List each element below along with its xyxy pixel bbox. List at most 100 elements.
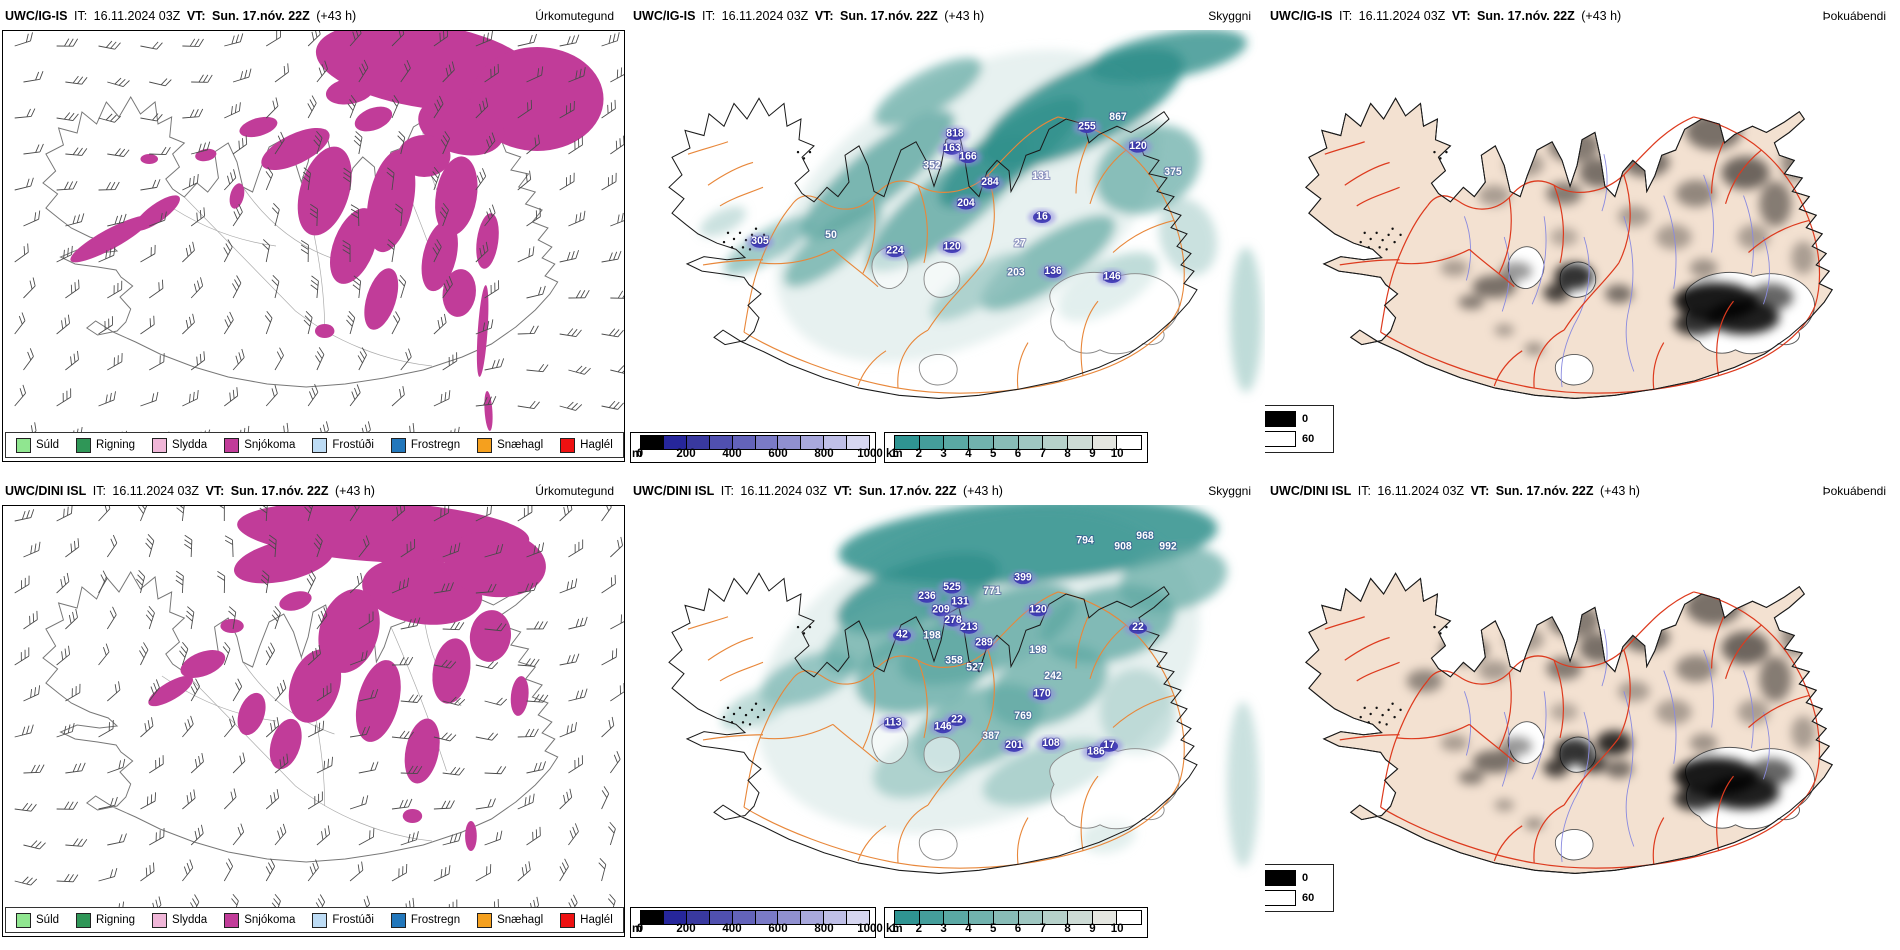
product-label: Þokuábendi: [1822, 484, 1886, 498]
legend-swatch: [152, 912, 168, 928]
svg-text:867: 867: [1109, 111, 1127, 123]
precip-map-frame: Súld Rigning Slydda Snjókoma Frostúði Frostre…: [2, 505, 625, 937]
visibility-scale-km: km 1 2 3 4 5 6 7 8 9 10: [884, 432, 1148, 463]
visibility-map-area: 305 50 224 352 818 163 166 284 204 120 131 16 27 255 8…: [628, 30, 1265, 475]
svg-text:375: 375: [1164, 166, 1182, 178]
svg-text:204: 204: [957, 197, 975, 209]
legend-label: Snjókoma: [244, 439, 296, 451]
precip-type-legend: Súld Rigning Slydda Snjókoma Frostúði Frostre…: [5, 907, 624, 933]
visibility-map-area: 794 908 968 992 525 771 399 236 131 209 278 213 198 4…: [628, 505, 1265, 950]
fog-legend-row: 60: [1265, 431, 1328, 447]
legend-item: Frostúði: [312, 437, 374, 453]
svg-text:818: 818: [946, 127, 964, 139]
fog-legend-row: 0: [1265, 411, 1328, 427]
svg-text:908: 908: [1114, 540, 1132, 552]
fog-legend-label: 0: [1302, 872, 1309, 884]
legend-item: Snjókoma: [224, 437, 296, 453]
legend-label: Frostúði: [332, 439, 374, 451]
visibility-colorbars: m 0 200 400 600 800 1000 km 1 2 3 4 5 6 7 8 9 10: [630, 432, 1148, 463]
svg-text:131: 131: [951, 595, 969, 607]
legend-label: Rigning: [96, 914, 136, 926]
legend-label: Slydda: [172, 914, 208, 926]
legend-swatch: [76, 912, 92, 928]
legend-item: Súld: [16, 912, 60, 928]
svg-text:399: 399: [1014, 571, 1032, 583]
fog-legend-swatch: [1265, 411, 1296, 427]
legend-swatch: [312, 437, 328, 453]
fog-map: [1305, 97, 1833, 399]
svg-text:255: 255: [1078, 120, 1096, 132]
svg-text:120: 120: [1129, 140, 1147, 152]
panel-dini-fog: UWC/DINI ISL IT: 16.11.2024 03Z VT: Sun.…: [1265, 475, 1900, 950]
svg-text:22: 22: [951, 713, 963, 725]
svg-text:278: 278: [944, 614, 962, 626]
precip-map: [14, 506, 624, 921]
svg-text:170: 170: [1033, 687, 1051, 699]
svg-text:198: 198: [1029, 644, 1047, 656]
svg-text:525: 525: [943, 581, 961, 593]
fog-legend-swatch: [1265, 431, 1296, 447]
legend-swatch: [312, 912, 328, 928]
legend-item: Súld: [16, 437, 59, 453]
svg-text:163: 163: [943, 142, 961, 154]
svg-text:201: 201: [1005, 739, 1023, 751]
panel-title: UWC/IG-IS IT: 16.11.2024 03Z VT: Sun. 17…: [5, 9, 357, 23]
svg-text:22: 22: [1132, 621, 1144, 633]
legend-swatch: [390, 437, 406, 453]
svg-text:113: 113: [885, 716, 902, 728]
svg-text:289: 289: [975, 637, 993, 649]
legend-label: Frostregn: [410, 914, 461, 926]
legend-item: Snæhagl: [477, 912, 543, 928]
svg-text:968: 968: [1136, 530, 1154, 542]
model-name: UWC/DINI ISL: [5, 484, 87, 498]
svg-text:352: 352: [923, 160, 941, 172]
model-name: UWC/IG-IS: [5, 9, 68, 23]
fog-legend-swatch: [1265, 870, 1296, 886]
visibility-colorbars: m 0 200 400 600 800 1000 km 1 2 3 4 5 6 7 8 9 10: [630, 907, 1148, 938]
legend-item: Frostúði: [312, 912, 374, 928]
svg-text:16: 16: [1036, 210, 1048, 222]
fog-map-area: 0 60: [1265, 30, 1900, 475]
fog-duration-legend: 0 60: [1265, 864, 1334, 912]
fog-legend-label: 0: [1302, 413, 1309, 425]
legend-swatch: [224, 437, 240, 453]
svg-text:305: 305: [751, 235, 769, 247]
svg-text:186: 186: [1087, 745, 1105, 757]
legend-item: Snjókoma: [224, 912, 295, 928]
panel-title: UWC/IG-IS IT: 16.11.2024 03Z VT: Sun. 17…: [633, 9, 985, 23]
panel-title: UWC/DINI ISL IT: 16.11.2024 03Z VT: Sun.…: [633, 484, 1003, 498]
fog-map-area: 0 60: [1265, 505, 1900, 950]
legend-swatch: [16, 912, 31, 928]
panel-title: UWC/IG-IS IT: 16.11.2024 03Z VT: Sun. 17…: [1270, 9, 1622, 23]
legend-label: Haglél: [580, 439, 613, 451]
svg-text:27: 27: [1014, 237, 1026, 249]
svg-text:131: 131: [1032, 170, 1050, 182]
svg-text:198: 198: [923, 629, 941, 641]
legend-item: Slydda: [152, 912, 208, 928]
svg-text:236: 236: [918, 590, 936, 602]
svg-text:213: 213: [960, 621, 978, 633]
svg-text:108: 108: [1042, 737, 1060, 749]
svg-text:771: 771: [983, 585, 1001, 597]
panel-igis-visibility: UWC/IG-IS IT: 16.11.2024 03Z VT: Sun. 17…: [628, 0, 1265, 475]
panel-dini-precip: UWC/DINI ISL IT: 16.11.2024 03Z VT: Sun.…: [0, 475, 628, 950]
legend-item: Rigning: [76, 912, 136, 928]
legend-swatch: [560, 912, 576, 928]
panel-igis-fog: UWC/IG-IS IT: 16.11.2024 03Z VT: Sun. 17…: [1265, 0, 1900, 475]
fog-legend-label: 60: [1302, 892, 1315, 904]
fog-duration-legend: 0 60: [1265, 405, 1334, 453]
panel-header: UWC/DINI ISL IT: 16.11.2024 03Z VT: Sun.…: [628, 484, 1265, 503]
legend-swatch: [477, 437, 493, 453]
svg-text:203: 203: [1007, 266, 1025, 278]
product-label: Úrkomutegund: [535, 9, 614, 23]
product-label: Úrkomutegund: [535, 484, 614, 498]
svg-text:17: 17: [1103, 739, 1115, 751]
legend-swatch: [152, 437, 168, 453]
legend-label: Súld: [36, 914, 60, 926]
svg-text:992: 992: [1159, 540, 1177, 552]
panel-igis-precip: UWC/IG-IS IT: 16.11.2024 03Z VT: Sun. 17…: [0, 0, 628, 475]
svg-text:242: 242: [1044, 670, 1062, 682]
